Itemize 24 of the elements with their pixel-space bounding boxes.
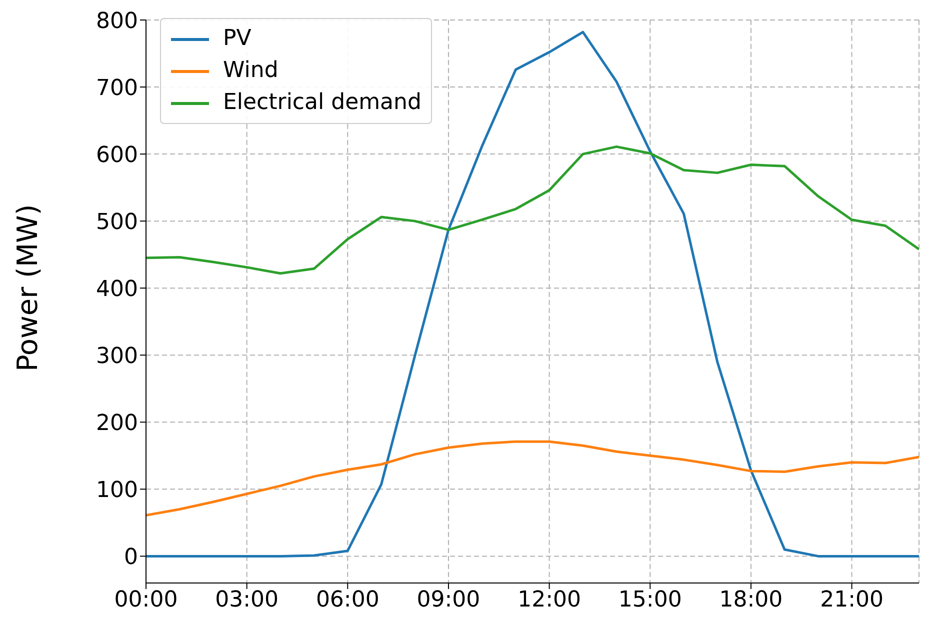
- x-tick-label: 12:00: [518, 588, 582, 613]
- y-tick-label: 0: [124, 545, 138, 570]
- y-tick-label: 800: [96, 8, 138, 34]
- legend-label: PV: [223, 25, 252, 53]
- line-series: [146, 30, 919, 558]
- y-tick-label: 600: [96, 142, 138, 168]
- y-tick-label: 300: [96, 344, 138, 369]
- line-series: [146, 145, 919, 275]
- y-tick-label: 700: [96, 76, 138, 101]
- x-tick-label: 15:00: [618, 588, 682, 613]
- y-axis-title: Power (MW): [10, 204, 44, 372]
- y-tick-label: 200: [96, 410, 138, 436]
- x-tick-label: 09:00: [416, 588, 480, 613]
- x-tick-label: 00:00: [114, 588, 178, 613]
- x-tick-label: 21:00: [820, 588, 884, 613]
- y-tick-label: 400: [96, 276, 138, 302]
- x-tick-label: 06:00: [316, 588, 380, 613]
- x-tick-label: 18:00: [719, 588, 783, 613]
- x-tick-label: 03:00: [215, 588, 279, 613]
- y-tick-label: 500: [96, 210, 138, 235]
- line-series: [146, 440, 919, 517]
- legend-label: Electrical demand: [223, 89, 422, 117]
- legend-label: Wind: [223, 57, 278, 85]
- y-tick-label: 100: [96, 478, 138, 503]
